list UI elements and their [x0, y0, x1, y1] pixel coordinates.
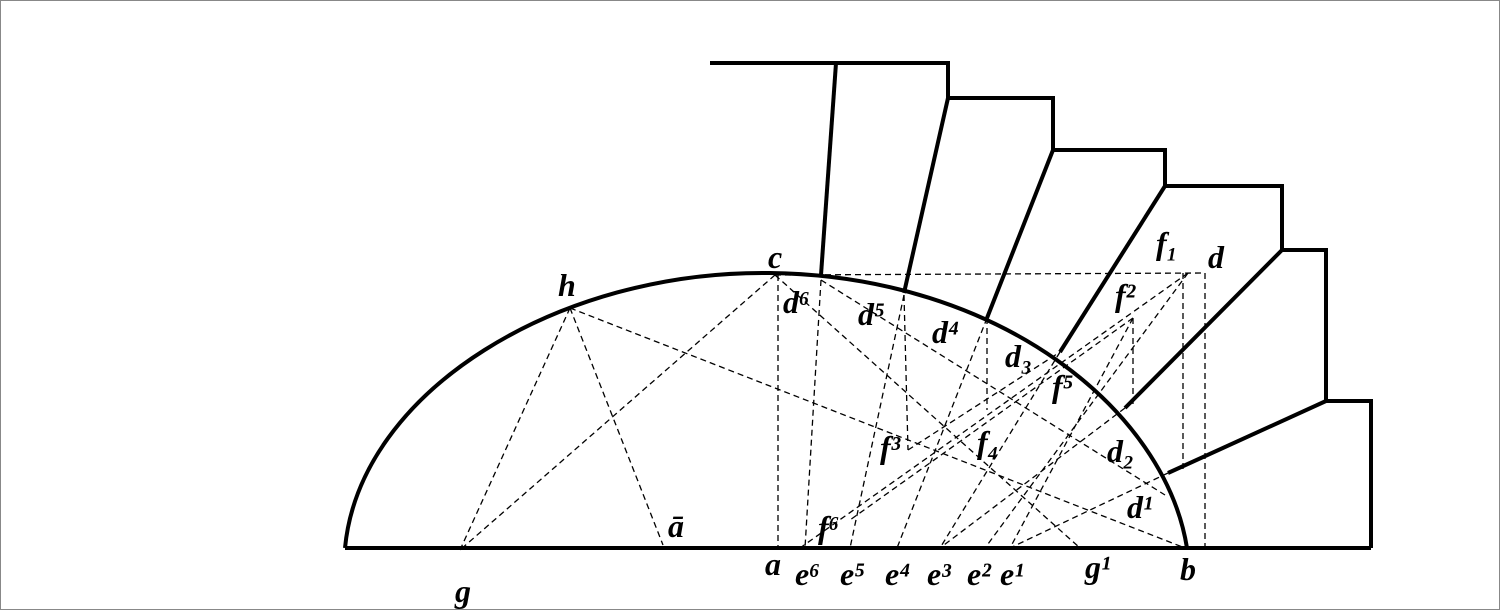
point-label: d	[1208, 239, 1225, 275]
point-label: ā	[668, 508, 684, 544]
point-label: c	[768, 239, 782, 275]
point-label: d¹	[1127, 489, 1153, 525]
point-label: g	[454, 573, 471, 609]
point-label: e⁶	[795, 556, 820, 592]
point-label: f⁶	[818, 509, 840, 545]
point-label: f³	[880, 429, 901, 465]
point-label: e³	[927, 556, 951, 592]
point-labels: c h d f₁ f² d⁶ d⁵ d⁴ d₃ f⁵ f³ f₄ d₂ d¹ ā f⁶ a e⁶ e⁵ e⁴ e³ e² e…	[454, 225, 1225, 609]
point-label: g¹	[1084, 549, 1111, 585]
point-label: h	[558, 267, 576, 303]
point-label: f⁵	[1052, 368, 1074, 404]
point-label: e¹	[1000, 556, 1024, 592]
point-label: b	[1180, 551, 1196, 587]
point-label: e⁴	[885, 556, 910, 592]
point-label: e²	[967, 556, 992, 592]
point-label: d₂	[1107, 433, 1134, 469]
point-label: a	[765, 546, 781, 582]
dashed-construction	[459, 272, 1206, 551]
point-label: f₄	[977, 424, 999, 460]
point-label: f²	[1115, 277, 1137, 313]
point-label: d⁵	[858, 296, 885, 332]
point-label: d₃	[1005, 338, 1032, 374]
solid-outline	[343, 61, 1373, 550]
point-label: e⁵	[840, 556, 865, 592]
point-label: d⁶	[783, 284, 810, 320]
point-label: f₁	[1156, 225, 1178, 261]
point-label: d⁴	[932, 314, 959, 350]
